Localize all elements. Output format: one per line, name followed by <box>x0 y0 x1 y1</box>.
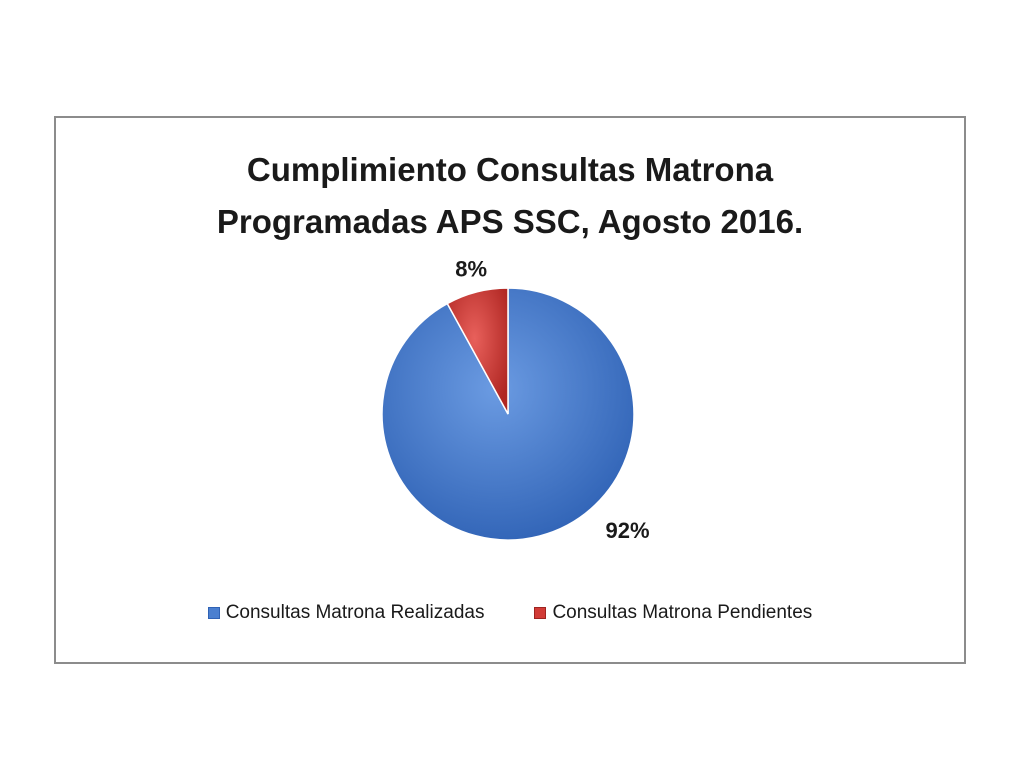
chart-title: Cumplimiento Consultas Matrona Programad… <box>56 144 964 248</box>
pie-slice-pendientes <box>446 287 509 415</box>
legend-label-realizadas: Consultas Matrona Realizadas <box>225 602 485 623</box>
data-label-pendientes: 8% <box>455 256 487 281</box>
legend-swatch-pendientes <box>534 607 547 619</box>
legend-item-realizadas: Consultas Matrona Realizadas <box>207 602 485 624</box>
chart-frame: Cumplimiento Consultas Matrona Programad… <box>54 116 966 664</box>
chart-title-line-1: Cumplimiento Consultas Matrona <box>246 151 774 188</box>
data-label-realizadas: 92% <box>606 518 650 543</box>
legend: Consultas Matrona Realizadas Consultas M… <box>56 602 964 624</box>
legend-item-pendientes: Consultas Matrona Pendientes <box>534 602 812 624</box>
pie-chart: 92% 8% <box>381 256 650 543</box>
legend-label-pendientes: Consultas Matrona Pendientes <box>552 602 813 623</box>
legend-swatch-realizadas <box>207 607 220 619</box>
chart-title-line-2: Programadas APS SSC, Agosto 2016. <box>216 203 804 240</box>
